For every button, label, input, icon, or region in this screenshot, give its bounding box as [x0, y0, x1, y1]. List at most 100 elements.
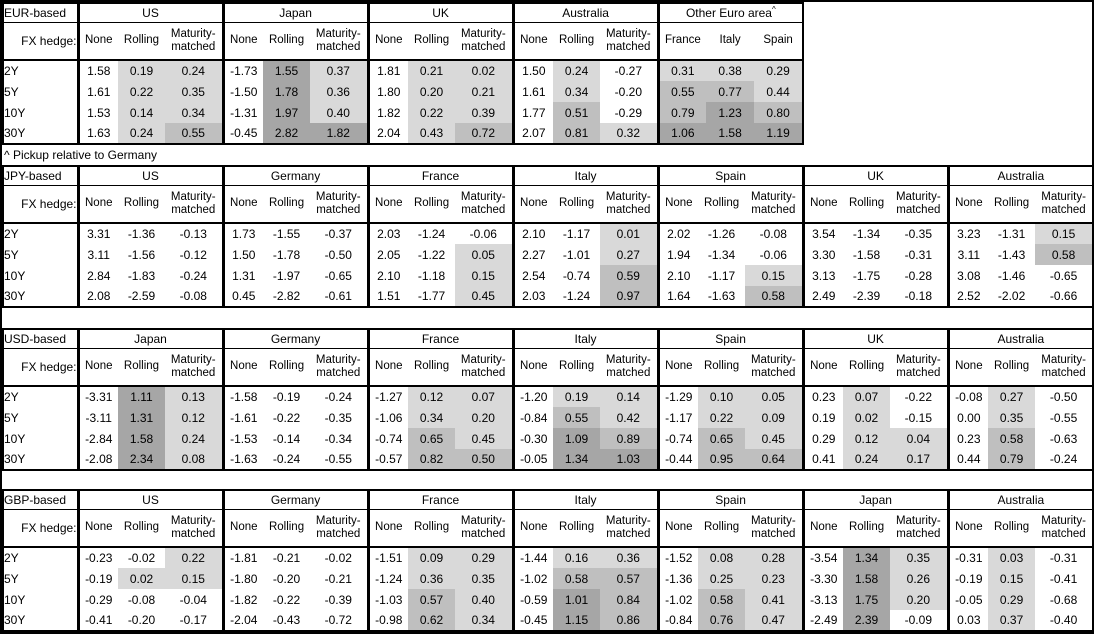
- value-cell: 0.14: [118, 102, 165, 123]
- value-cell: -2.84: [76, 428, 118, 449]
- value-cell: 0.34: [455, 610, 514, 631]
- value-cell: -1.58: [221, 386, 264, 407]
- value-cell: 0.35: [165, 81, 224, 102]
- value-cell: -0.22: [272, 592, 301, 607]
- hedge-col-header: None: [366, 185, 409, 224]
- hedge-col-header: None: [801, 509, 844, 548]
- value-cell: 2.10: [511, 223, 554, 244]
- usd-based-fx-hedge-label: FX hedge:: [3, 348, 78, 387]
- value-cell: 0.34: [553, 81, 601, 102]
- value-cell: 1.51: [366, 286, 409, 307]
- value-cell: -0.08: [127, 592, 156, 607]
- value-cell: -1.63: [221, 449, 264, 470]
- value-cell: -1.34: [852, 227, 881, 241]
- value-cell: 0.14: [600, 386, 659, 407]
- value-cell: -1.82: [221, 589, 264, 610]
- value-cell: -0.22: [904, 390, 932, 404]
- value-cell: 0.20: [408, 81, 456, 102]
- value-cell: -1.31: [221, 102, 264, 123]
- value-cell: 1.63: [76, 123, 118, 144]
- value-cell: -2.39: [852, 289, 881, 303]
- value-cell: -0.19: [76, 568, 118, 589]
- row-label: 2Y: [4, 551, 19, 565]
- value-cell: 3.08: [946, 265, 989, 286]
- value-cell: -3.54: [801, 547, 844, 568]
- gbp-based-row-10y: 10Y -0.29 -0.08 -0.04 -1.82 -0.22 -0.39 -1.03 0.…: [3, 589, 1092, 610]
- value-cell: 0.44: [946, 449, 989, 470]
- usd-based-table-slot: USD-based Japan Germany France Italy Spain UK A…: [2, 328, 1092, 471]
- value-cell: 0.32: [600, 123, 659, 144]
- value-cell: 0.65: [698, 428, 746, 449]
- value-cell: 1.31: [221, 265, 264, 286]
- value-cell: 0.82: [408, 449, 456, 470]
- hedge-col-header: None: [511, 22, 554, 61]
- value-cell: -0.31: [946, 547, 989, 568]
- hedge-col-header: Rolling: [408, 348, 456, 387]
- value-cell: 2.02: [656, 223, 699, 244]
- value-cell: 0.02: [118, 568, 165, 589]
- value-cell: 2.54: [511, 265, 554, 286]
- eur-based-fx-hedge-label: FX hedge:: [3, 22, 78, 61]
- value-cell: -0.23: [76, 547, 118, 568]
- hedge-col-header: None: [801, 348, 844, 387]
- value-cell: -0.29: [76, 589, 118, 610]
- jpy-based-row-2y: 2Y 3.31 -1.36 -0.13 1.73 -1.55 -0.37 2.03 -1.24 -…: [3, 223, 1092, 244]
- value-cell: -0.06: [469, 227, 497, 241]
- value-cell: 2.49: [801, 286, 844, 307]
- usd-based-row-2y: 2Y -3.31 1.11 0.13 -1.58 -0.19 -0.24 -1.27 0.12 0…: [3, 386, 1092, 407]
- value-cell: 0.58: [698, 589, 746, 610]
- value-cell: -0.37: [324, 227, 352, 241]
- hedge-col-header: Rolling: [408, 22, 456, 61]
- value-cell: 0.58: [745, 286, 804, 307]
- usd-based-base-label: USD-based: [3, 329, 78, 349]
- hedge-col-header: Rolling: [118, 185, 165, 224]
- value-cell: 1.31: [118, 407, 165, 428]
- value-cell: 0.36: [408, 568, 456, 589]
- value-cell: -0.04: [179, 592, 207, 607]
- country-header-australia: Australia: [946, 490, 1092, 510]
- hedge-col-header: Maturity-matched: [1035, 509, 1092, 548]
- value-cell: 0.34: [408, 407, 456, 428]
- value-cell: 0.31: [656, 60, 707, 81]
- hedge-col-header: Rolling: [698, 348, 746, 387]
- jpy-based-table: JPY-based US Germany France Italy Spain UK Aust…: [2, 165, 1092, 308]
- value-cell: 0.27: [600, 244, 659, 265]
- value-cell: 0.10: [698, 386, 746, 407]
- row-label: 5Y: [4, 410, 19, 425]
- jpy-based-base-label: JPY-based: [3, 166, 78, 186]
- hedge-col-header: None: [511, 348, 554, 387]
- value-cell: 0.34: [165, 102, 224, 123]
- gbp-based-base-label: GBP-based: [3, 490, 78, 510]
- value-cell: 3.30: [801, 244, 844, 265]
- value-cell: 0.62: [408, 610, 456, 631]
- value-cell: -0.08: [179, 289, 207, 303]
- hedge-col-header: None: [946, 185, 989, 224]
- value-cell: 1.58: [76, 60, 118, 81]
- value-cell: -0.74: [366, 428, 409, 449]
- value-cell: -1.29: [656, 386, 699, 407]
- value-cell: -0.74: [562, 268, 591, 283]
- value-cell: -1.18: [417, 268, 446, 283]
- value-cell: 0.80: [754, 102, 804, 123]
- hedge-col-header: Rolling: [843, 348, 891, 387]
- value-cell: -2.04: [221, 610, 264, 631]
- value-cell: -0.08: [946, 386, 989, 407]
- value-cell: 0.23: [801, 386, 844, 407]
- hedge-col-header: None: [511, 509, 554, 548]
- country-header-france: France: [366, 490, 514, 510]
- value-cell: -1.58: [852, 247, 881, 262]
- value-cell: -1.31: [997, 227, 1026, 241]
- country-header-germany: Germany: [221, 490, 369, 510]
- hedge-col-header: France: [656, 22, 707, 61]
- value-cell: 0.22: [408, 102, 456, 123]
- hedge-col-header: Rolling: [553, 185, 601, 224]
- jpy-based-row-30y: 30Y 2.08 -2.59 -0.08 0.45 -2.82 -0.61 1.51 -1.77…: [3, 286, 1092, 307]
- value-cell: 0.09: [408, 547, 456, 568]
- value-cell: 0.76: [698, 610, 746, 631]
- value-cell: 0.07: [843, 386, 891, 407]
- value-cell: -1.22: [417, 247, 446, 262]
- hedge-col-header: Rolling: [843, 509, 891, 548]
- value-cell: 0.15: [165, 568, 224, 589]
- value-cell: 0.45: [221, 286, 264, 307]
- hedge-col-header: Maturity-matched: [600, 185, 659, 224]
